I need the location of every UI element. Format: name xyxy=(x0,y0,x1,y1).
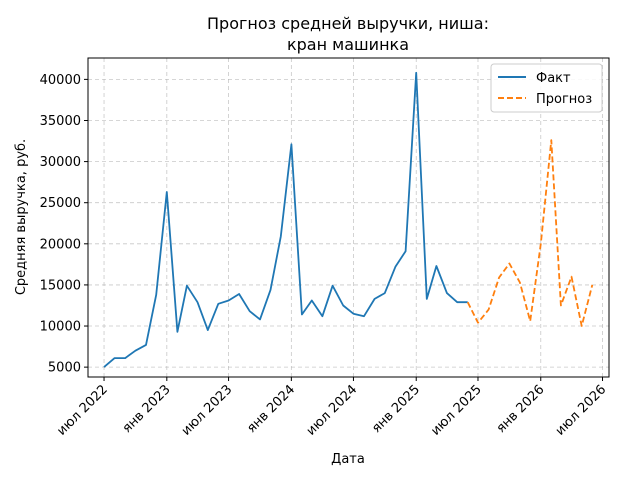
grid xyxy=(88,58,609,377)
y-tick-label: 30000 xyxy=(40,155,81,170)
series-line-fact xyxy=(103,71,468,368)
series-layer xyxy=(103,71,594,368)
legend-label-fact: Факт xyxy=(536,71,571,86)
plot-frame xyxy=(87,57,610,378)
y-axis-label: Средняя выручка, руб. xyxy=(14,139,29,295)
y-tick-label: 40000 xyxy=(40,73,81,88)
legend-label-forecast: Прогноз xyxy=(536,92,592,107)
chart-title-line-2: кран машинка xyxy=(287,35,409,54)
y-tick-label: 35000 xyxy=(40,114,81,129)
chart-title-line-1: Прогноз средней выручки, ниша: xyxy=(207,14,489,33)
y-axis: 5000 10000 15000 20000 25000 30000 35000 40000 xyxy=(40,73,88,376)
y-tick-label: 10000 xyxy=(40,320,81,335)
series-line-forecast xyxy=(466,139,594,327)
x-axis-label: Дата xyxy=(331,452,365,467)
y-tick-label: 5000 xyxy=(48,361,81,376)
y-tick-label: 20000 xyxy=(40,237,81,252)
y-tick-label: 15000 xyxy=(40,278,81,293)
y-tick-label: 25000 xyxy=(40,196,81,211)
legend: Факт Прогноз xyxy=(490,63,603,113)
